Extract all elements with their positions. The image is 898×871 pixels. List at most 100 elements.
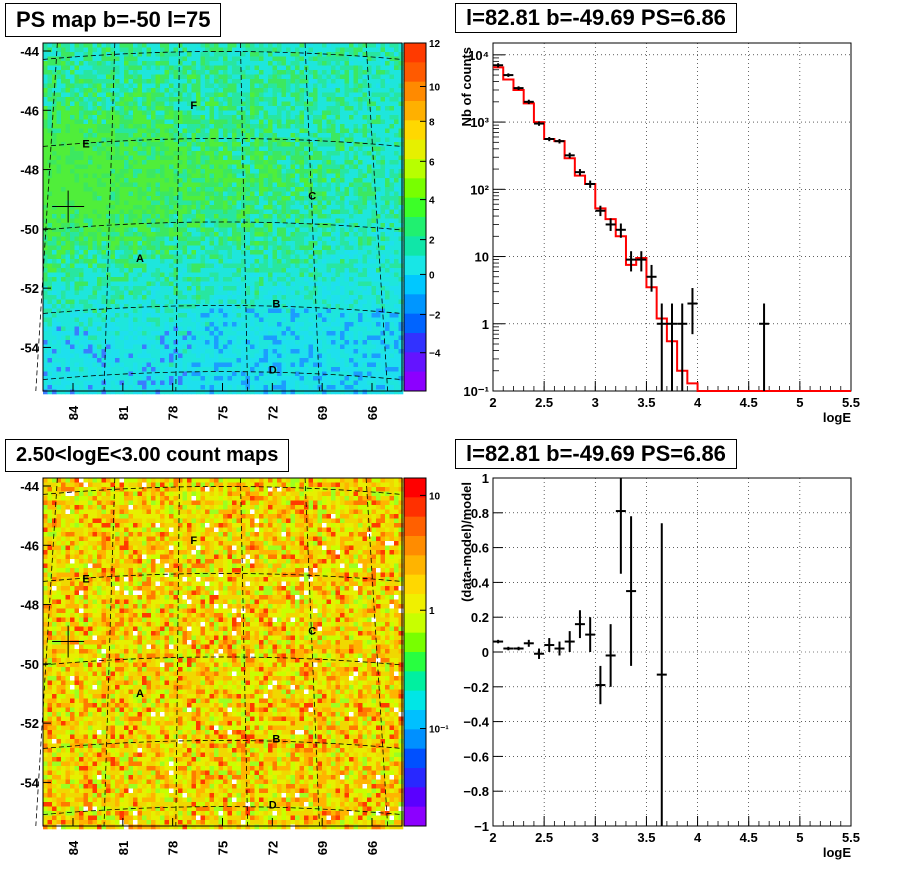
data-point <box>615 223 626 238</box>
lat-tick-label: -48 <box>20 163 39 178</box>
colorbar-step <box>404 120 426 141</box>
spectrum-title: l=82.81 b=-49.69 PS=6.86 <box>455 3 737 33</box>
graticule-lon-line <box>35 477 58 827</box>
y-tick-label: 1 <box>482 317 489 332</box>
colorbar-step <box>404 748 426 769</box>
colorbar-step <box>404 497 426 518</box>
colorbar-step <box>404 671 426 692</box>
source-label-e: E <box>82 138 89 150</box>
map-pixels <box>43 478 404 830</box>
lon-tick-label: 81 <box>116 841 131 855</box>
colorbar-frame <box>403 477 427 827</box>
data-point <box>687 288 698 335</box>
colorbar-step <box>404 62 426 83</box>
lat-tick-label: -50 <box>20 657 39 672</box>
y-tick-label: 1 <box>482 471 489 486</box>
data-point <box>564 152 575 159</box>
y-tick-label: 10 <box>475 250 489 265</box>
colorbar-step <box>404 690 426 711</box>
data-point <box>636 251 647 272</box>
colorbar-step <box>404 536 426 556</box>
lon-tick-label: 66 <box>365 841 380 855</box>
lat-tick-label: -46 <box>20 103 39 118</box>
graticule-lon-line <box>304 477 320 827</box>
colorbar-step <box>404 236 426 257</box>
source-label-f: F <box>190 100 197 112</box>
y-tick-label: 0 <box>482 645 489 660</box>
lon-tick-label: 72 <box>265 841 280 855</box>
graticule-lon-line <box>365 477 389 827</box>
y-tick-label: 0.2 <box>471 610 489 625</box>
lon-tick-label: 69 <box>315 406 330 420</box>
x-tick-label: 4.5 <box>740 395 758 410</box>
lon-tick-label: 75 <box>216 841 231 855</box>
data-point <box>605 218 616 231</box>
colorbar-step <box>404 139 426 160</box>
lat-tick-label: -54 <box>20 775 40 790</box>
graticule-lon-line <box>175 42 180 392</box>
data-point <box>554 139 565 144</box>
residual-point <box>513 646 524 651</box>
colorbar-tick-label: 8 <box>429 117 435 128</box>
y-tick-label: 10² <box>470 182 489 197</box>
graticule-lon-line <box>103 477 116 827</box>
colorbar-step <box>404 313 426 334</box>
data-point <box>513 86 524 90</box>
colorbar-tick-label: 10⁻¹ <box>429 725 449 736</box>
residual-point <box>595 665 606 705</box>
y-tick-label: 10³ <box>470 115 489 130</box>
x-tick-label: 2.5 <box>535 830 553 845</box>
colorbar-tick-label: −4 <box>429 349 441 360</box>
colorbar-step <box>404 101 426 121</box>
source-label-e: E <box>82 573 89 585</box>
lon-tick-label: 84 <box>66 405 81 420</box>
lat-tick-label: -44 <box>20 44 40 59</box>
colorbar-step <box>404 255 426 276</box>
colorbar-step <box>404 594 426 614</box>
colorbar-tick-label: 10 <box>429 83 441 94</box>
colorbar-step <box>404 352 426 373</box>
colorbar-step <box>404 632 426 653</box>
colorbar-step <box>404 787 426 808</box>
data-point <box>677 303 688 391</box>
residual-point <box>493 639 504 644</box>
x-tick-label: 4.5 <box>740 830 758 845</box>
colorbar-tick-label: 6 <box>429 157 435 168</box>
count-map-title: 2.50<logE<3.00 count maps <box>5 439 290 472</box>
x-tick-label: 4 <box>694 830 702 845</box>
x-tick-label: 3.5 <box>637 395 655 410</box>
x-axis-label: logE <box>823 410 851 425</box>
data-point <box>544 136 555 142</box>
residual-title: l=82.81 b=-49.69 PS=6.86 <box>455 439 737 469</box>
lon-tick-label: 78 <box>166 841 181 855</box>
residual-point <box>656 523 667 826</box>
colorbar-tick-label: 0 <box>429 270 435 281</box>
y-tick-label: −0.8 <box>463 784 489 799</box>
data-point <box>595 205 606 217</box>
residual-point <box>544 638 555 652</box>
lon-tick-label: 66 <box>365 406 380 420</box>
lat-tick-label: -46 <box>20 538 39 553</box>
residual-point <box>605 624 616 687</box>
lat-tick-label: -48 <box>20 598 39 613</box>
graticule-lon-line <box>240 477 249 827</box>
colorbar-step <box>404 159 426 179</box>
colorbar-tick-label: 2 <box>429 236 435 247</box>
data-point <box>493 63 504 68</box>
colorbar-step <box>404 43 426 63</box>
colorbar-step <box>404 294 426 315</box>
data-point <box>574 169 585 176</box>
source-label-c: C <box>308 626 316 638</box>
colorbar-step <box>404 178 426 199</box>
x-tick-label: 2.5 <box>535 395 553 410</box>
lat-tick-label: -50 <box>20 222 39 237</box>
y-tick-label: −0.6 <box>463 749 489 764</box>
lon-tick-label: 78 <box>166 406 181 420</box>
data-point <box>523 99 534 105</box>
colorbar-step <box>404 275 426 295</box>
graticule-lon-line <box>365 42 389 392</box>
graticule-lon-line <box>103 42 116 392</box>
colorbar-step <box>404 768 426 788</box>
